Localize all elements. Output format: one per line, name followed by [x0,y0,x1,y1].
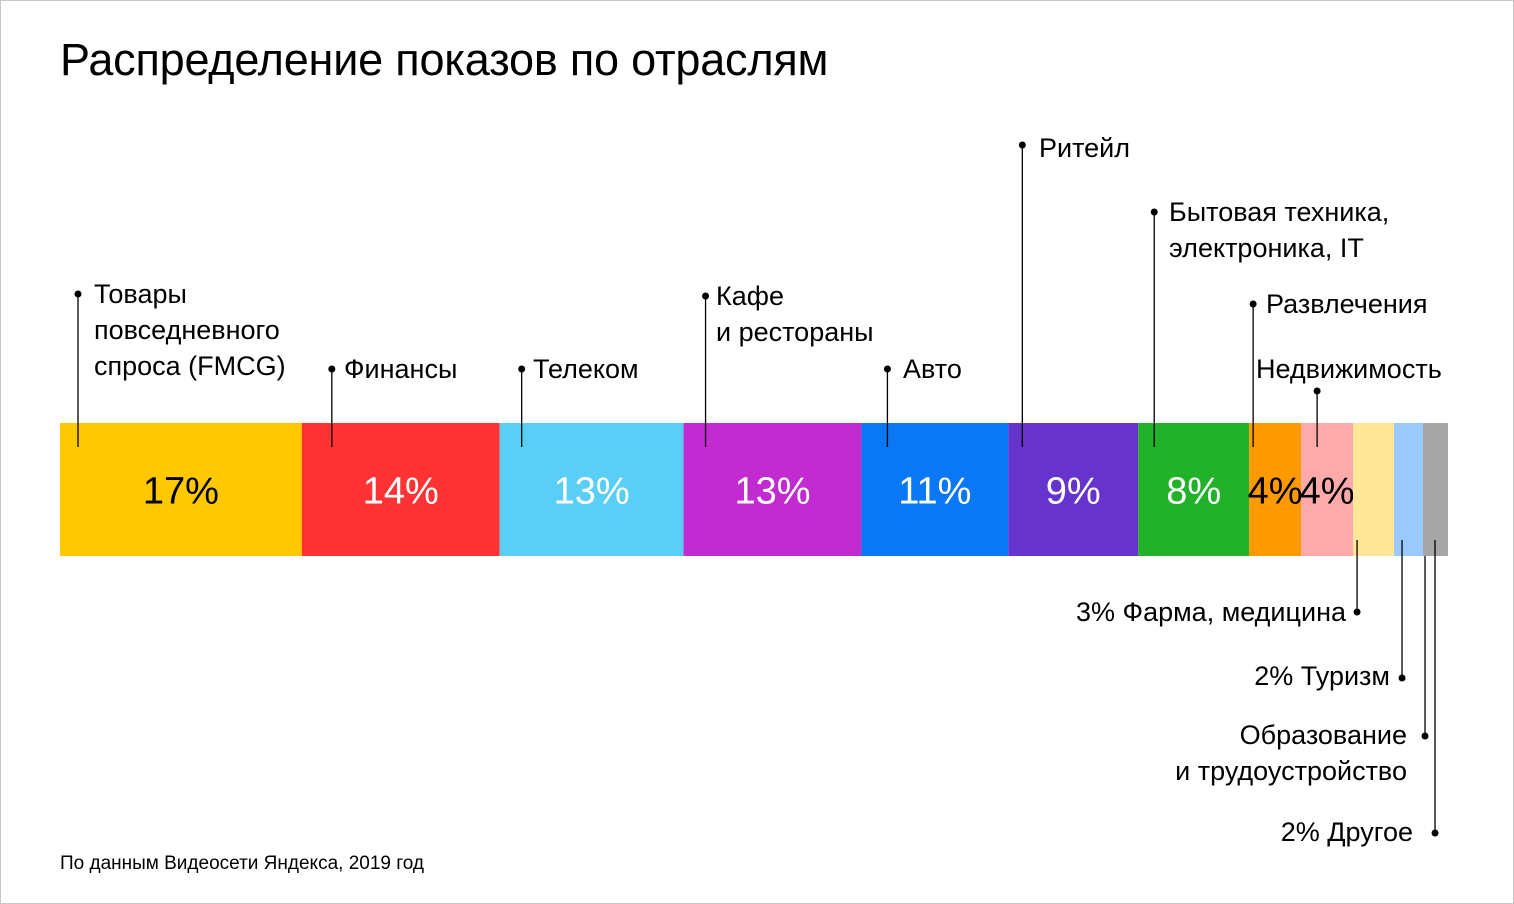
category-label-3: Телеком [533,354,639,384]
category-label-8: Развлечения [1266,289,1428,319]
category-label-12: Образование [1240,720,1407,750]
leader-dot-10 [1353,608,1361,616]
bar-segment-5 [861,423,1009,556]
data-label-1: 17% [143,471,219,513]
leader-dot-6 [1018,141,1026,149]
bar-segment-10 [1353,423,1395,556]
category-label-7: электроника, IT [1169,233,1364,263]
leader-dot-11 [1398,674,1406,682]
leader-dot-13 [1431,829,1439,837]
bar-segment-6 [1008,423,1139,556]
category-label-1: Товары [94,279,187,309]
category-label-9: Недвижимость [1256,354,1442,384]
bar-segment-13 [1423,423,1448,556]
data-label-9: 4% [1300,471,1355,513]
category-label-6: Ритейл [1039,133,1130,163]
leader-dot-9 [1313,387,1321,395]
leader-dot-4 [702,292,710,300]
bar-segment-11 [1394,423,1424,556]
category-label-4: Кафе [716,281,784,311]
category-label-11: 2% Туризм [1254,661,1390,691]
category-label-2: Финансы [344,354,457,384]
leader-dot-1 [74,290,82,298]
category-label-7: Бытовая техника, [1169,197,1389,227]
leader-dot-5 [883,365,891,373]
leader-dot-8 [1249,300,1257,308]
data-label-6: 9% [1046,471,1101,513]
data-label-5: 11% [898,471,971,513]
bar-segment-3 [499,423,684,556]
category-label-10: 3% Фарма, медицина [1076,597,1347,627]
category-label-12: и трудоустройство [1175,756,1407,786]
bar-segment-1 [60,423,302,556]
data-label-4: 13% [734,471,810,513]
category-label-4: и рестораны [716,317,874,347]
category-label-1: спроса (FMCG) [94,351,286,381]
leader-dot-7 [1150,208,1158,216]
bar-segment-4 [683,423,862,556]
bar-segment-9 [1301,423,1354,556]
chart-title: Распределение показов по отраслям [60,34,829,85]
data-label-8: 4% [1248,471,1303,513]
leader-dot-2 [328,365,336,373]
category-label-5: Авто [903,354,962,384]
source-note: По данным Видеосети Яндекса, 2019 год [60,853,424,874]
bar-segment-2 [301,423,500,556]
bar-segment-7 [1138,423,1250,556]
category-label-1: повседневного [94,315,280,345]
leader-dot-3 [518,365,526,373]
bar-segment-8 [1249,423,1302,556]
leader-dot-12 [1421,732,1429,740]
data-label-7: 8% [1166,471,1221,513]
data-label-3: 13% [554,471,630,513]
category-label-13: 2% Другое [1281,817,1413,847]
data-label-2: 14% [363,471,439,513]
